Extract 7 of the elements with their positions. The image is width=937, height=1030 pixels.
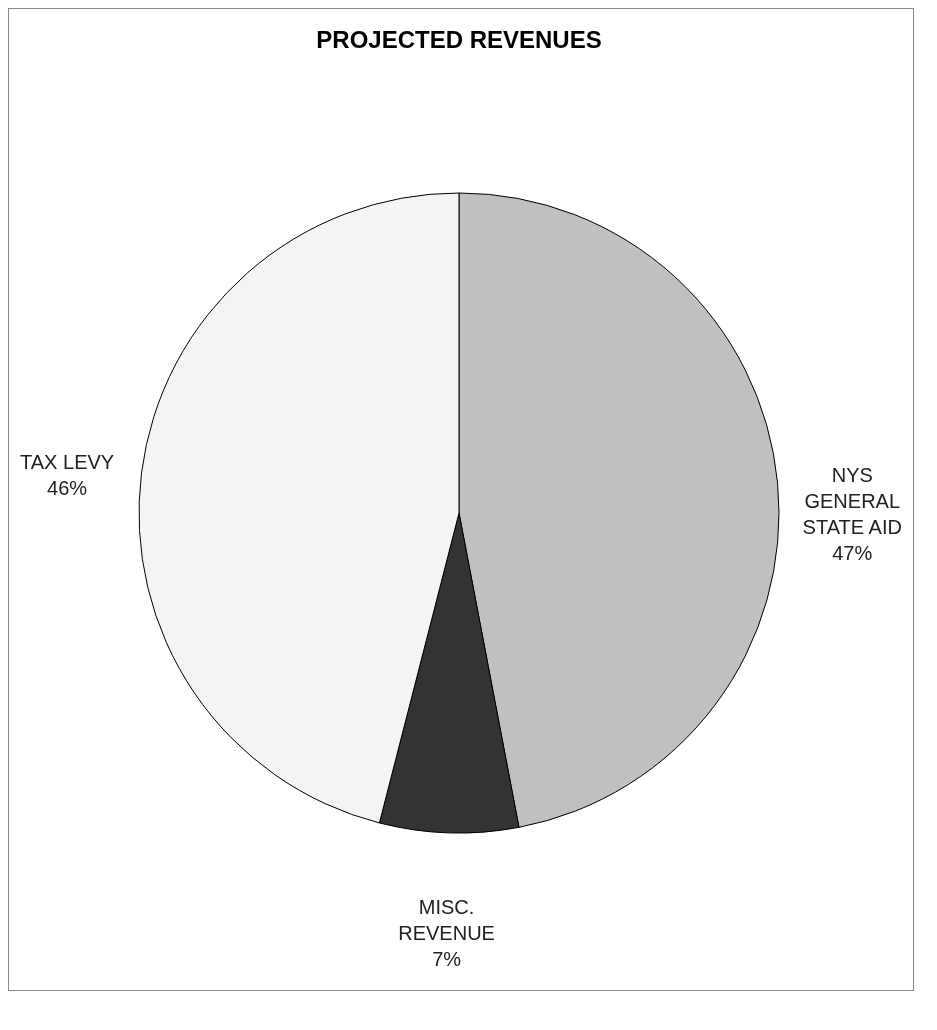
slice-label: NYS GENERAL STATE AID bbox=[802, 463, 902, 538]
data-label: 47% bbox=[832, 541, 873, 564]
chart-title: PROJECTED REVENUES bbox=[316, 26, 602, 53]
slice-label: TAX LEVY bbox=[20, 451, 115, 474]
slice-label: MISC. REVENUE bbox=[398, 895, 495, 944]
data-label: 7% bbox=[432, 947, 462, 970]
data-label: 46% bbox=[47, 477, 88, 500]
